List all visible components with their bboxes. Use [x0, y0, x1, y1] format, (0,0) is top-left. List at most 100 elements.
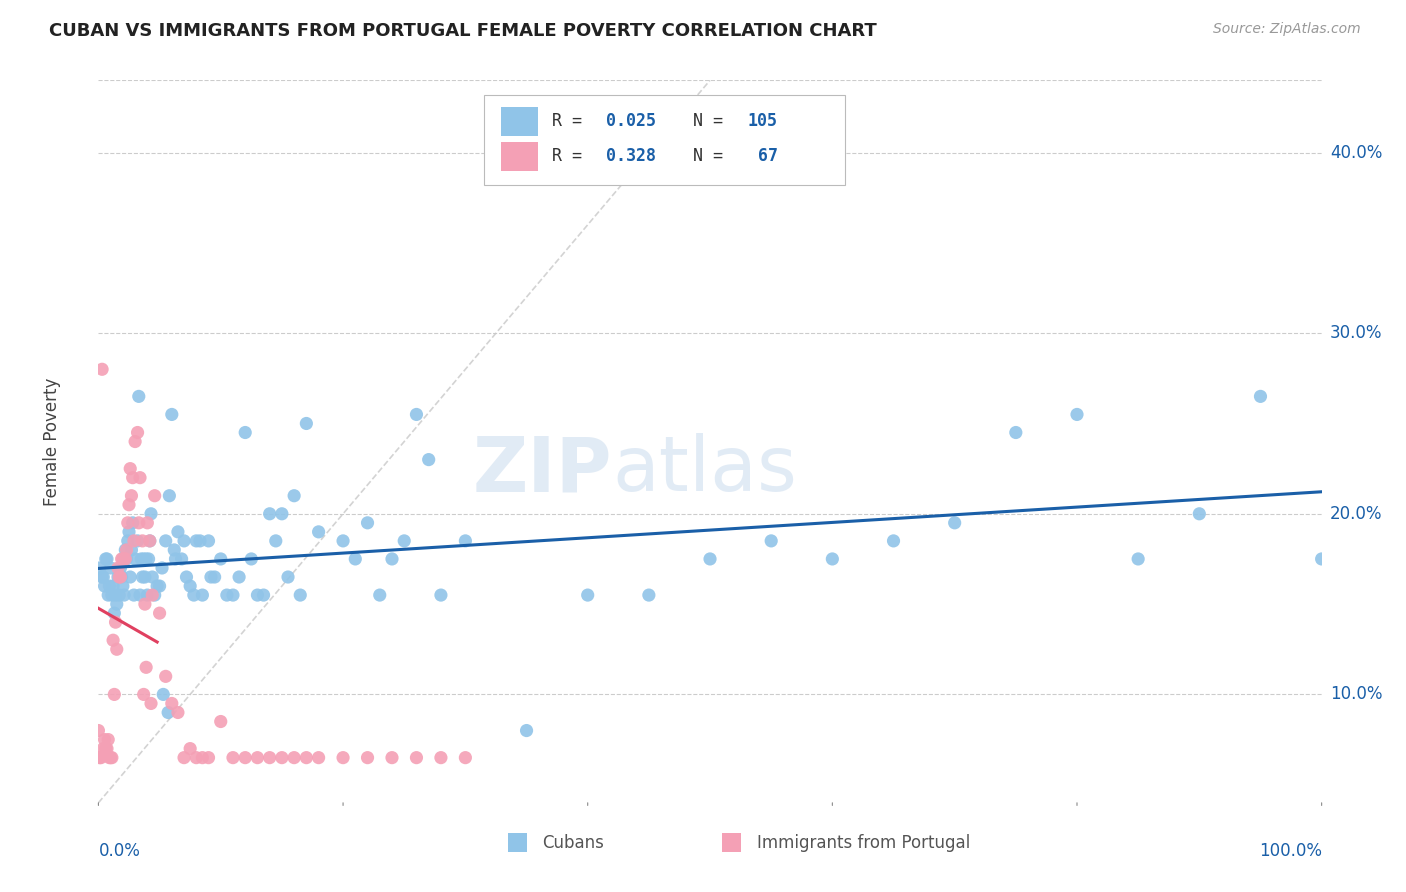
Point	[138, 552, 160, 566]
Point	[141, 570, 163, 584]
Point	[118, 524, 141, 539]
Text: Female Poverty: Female Poverty	[44, 377, 60, 506]
Point	[122, 588, 145, 602]
Point	[128, 516, 150, 530]
Text: Cubans: Cubans	[543, 833, 605, 852]
Point	[173, 533, 195, 548]
Point	[120, 542, 142, 557]
Point	[112, 588, 135, 602]
Point	[332, 750, 354, 764]
Point	[91, 570, 114, 584]
Point	[1004, 425, 1026, 440]
Point	[94, 552, 117, 566]
Point	[105, 597, 128, 611]
Text: 40.0%: 40.0%	[1330, 144, 1382, 161]
Text: R =: R =	[553, 147, 592, 165]
Point	[405, 408, 427, 422]
Point	[100, 750, 122, 764]
Point	[163, 542, 186, 557]
Point	[120, 461, 142, 475]
Point	[160, 408, 183, 422]
Point	[259, 507, 281, 521]
Point	[170, 552, 193, 566]
Point	[107, 570, 129, 584]
Point	[139, 533, 162, 548]
Text: 0.0%: 0.0%	[98, 842, 141, 860]
Point	[430, 750, 453, 764]
Point	[152, 687, 174, 701]
Point	[100, 561, 122, 575]
Point	[110, 561, 132, 575]
Point	[165, 552, 187, 566]
Point	[121, 471, 143, 485]
Point	[87, 723, 110, 738]
Point	[191, 750, 214, 764]
Point	[93, 579, 115, 593]
Point	[259, 750, 281, 764]
Point	[135, 552, 157, 566]
Point	[96, 552, 118, 566]
Point	[101, 588, 124, 602]
Text: 10.0%: 10.0%	[1330, 685, 1382, 704]
Point	[104, 588, 127, 602]
Point	[160, 697, 183, 711]
Point	[200, 570, 222, 584]
Point	[454, 533, 477, 548]
Point	[115, 552, 138, 566]
Point	[283, 489, 305, 503]
Text: N =: N =	[693, 147, 733, 165]
Point	[108, 588, 131, 602]
Point	[1128, 552, 1150, 566]
Point	[127, 425, 149, 440]
Point	[332, 533, 354, 548]
Point	[89, 561, 111, 575]
Text: 20.0%: 20.0%	[1330, 505, 1382, 523]
Point	[122, 533, 145, 548]
Point	[146, 579, 169, 593]
Point	[368, 588, 391, 602]
Point	[215, 588, 238, 602]
Point	[129, 588, 152, 602]
Point	[155, 669, 177, 683]
Point	[418, 452, 440, 467]
Point	[222, 750, 245, 764]
Point	[186, 533, 208, 548]
Point	[761, 533, 783, 548]
Point	[209, 552, 232, 566]
Point	[179, 741, 201, 756]
Text: Source: ZipAtlas.com: Source: ZipAtlas.com	[1213, 22, 1361, 37]
Point	[295, 417, 318, 431]
Point	[128, 389, 150, 403]
Point	[167, 524, 190, 539]
Point	[197, 750, 219, 764]
Point	[98, 579, 121, 593]
Point	[132, 687, 155, 701]
Point	[356, 516, 378, 530]
Point	[270, 507, 294, 521]
Bar	[508, 833, 527, 852]
Point	[91, 741, 114, 756]
Point	[150, 561, 173, 575]
Text: 0.328: 0.328	[606, 147, 657, 165]
Point	[134, 570, 156, 584]
Point	[139, 507, 162, 521]
Point	[120, 489, 142, 503]
Point	[108, 570, 131, 584]
Point	[699, 552, 721, 566]
Point	[136, 516, 159, 530]
Point	[97, 588, 120, 602]
Point	[101, 633, 124, 648]
Text: 0.025: 0.025	[606, 112, 657, 130]
Point	[105, 642, 128, 657]
Point	[104, 615, 127, 630]
Text: N =: N =	[693, 112, 733, 130]
Text: 100.0%: 100.0%	[1258, 842, 1322, 860]
Point	[405, 750, 427, 764]
Point	[197, 533, 219, 548]
Point	[381, 552, 404, 566]
Point	[943, 516, 966, 530]
Point	[107, 561, 129, 575]
Point	[344, 552, 367, 566]
Point	[176, 570, 198, 584]
Point	[1188, 507, 1211, 521]
